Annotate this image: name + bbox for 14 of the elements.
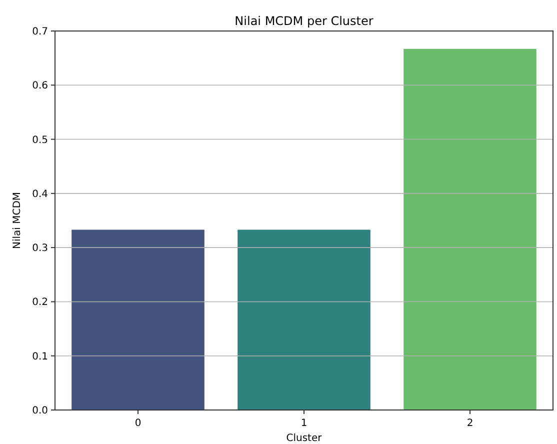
x-axis-title: Cluster bbox=[286, 433, 323, 444]
y-tick-label: 0.4 bbox=[32, 188, 48, 200]
y-tick-label: 0.7 bbox=[32, 26, 48, 38]
chart-title: Nilai MCDM per Cluster bbox=[234, 14, 374, 28]
x-tick-label: 0 bbox=[134, 418, 142, 429]
x-tick-label: 2 bbox=[466, 418, 474, 429]
x-tick-label: 1 bbox=[300, 418, 308, 429]
y-tick-label: 0.5 bbox=[32, 134, 48, 146]
y-axis-title: Nilai MCDM bbox=[12, 192, 23, 250]
y-tick-label: 0.2 bbox=[32, 297, 48, 308]
y-tick-label: 0.0 bbox=[32, 406, 48, 416]
y-tick-label: 0.6 bbox=[32, 80, 48, 92]
y-tick-label: 0.1 bbox=[32, 351, 48, 362]
y-tick-label: 0.3 bbox=[32, 243, 48, 254]
